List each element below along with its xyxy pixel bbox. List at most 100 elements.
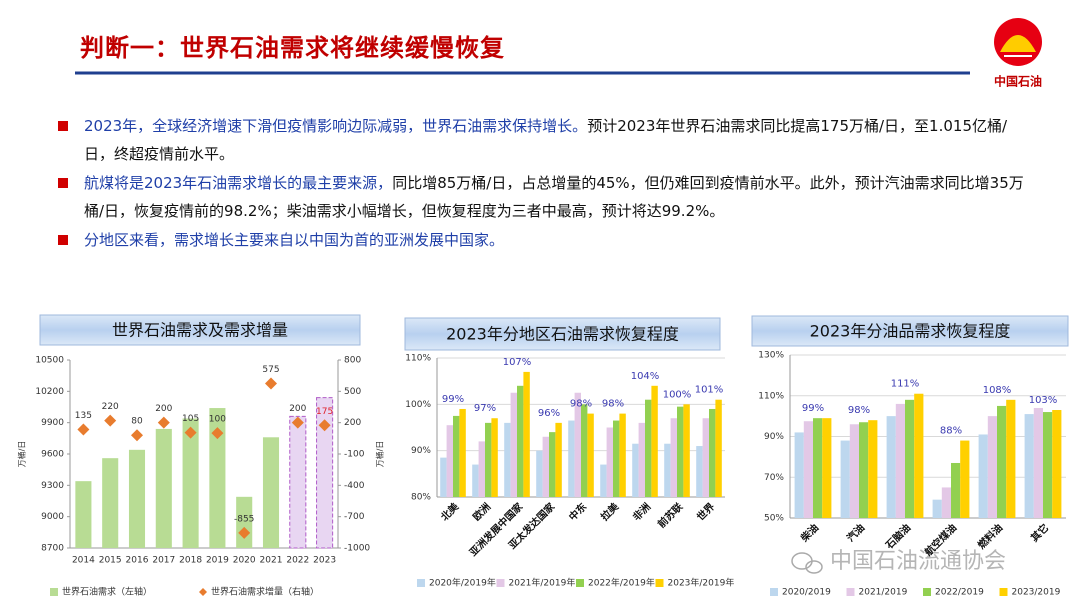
data-label: 100 — [209, 415, 226, 425]
bar — [440, 457, 447, 497]
y-tick-label: 70% — [764, 473, 784, 483]
y2-tick-label: -100 — [344, 450, 365, 460]
scatter-point — [238, 526, 251, 539]
bar — [606, 427, 613, 497]
legend-marker — [923, 588, 931, 596]
legend-marker — [50, 588, 58, 596]
scatter-point — [131, 429, 143, 442]
bar — [951, 462, 961, 518]
bullet: 航煤将是2023年石油需求增长的最主要来源，同比增85万桶/日，占总增量的45%… — [58, 169, 1034, 225]
data-label: 108% — [983, 385, 1012, 396]
bar — [182, 418, 199, 548]
x-tick-label: 北美 — [438, 499, 462, 523]
data-label: 88% — [940, 426, 962, 437]
x-tick-label: 汽油 — [844, 521, 867, 544]
bar — [709, 408, 716, 497]
logo — [994, 18, 1042, 66]
chart-title: 2023年分地区石油需求恢复程度 — [446, 325, 679, 344]
legend-marker — [655, 579, 664, 587]
bar — [209, 408, 226, 548]
data-label: 97% — [474, 403, 496, 414]
data-label: 175 — [316, 407, 333, 417]
x-tick-label: 2015 — [99, 556, 122, 566]
bar — [715, 399, 722, 497]
bar — [932, 499, 942, 518]
data-label: 98% — [570, 399, 592, 410]
x-tick-label: 亚洲发展中国家 — [467, 499, 526, 558]
y-tick-label: 90% — [764, 432, 784, 442]
legend-label: 2021年/2019年 — [509, 577, 576, 589]
bar — [523, 371, 530, 497]
slide-title: 判断一：世界石油需求将继续缓慢恢复 — [80, 34, 505, 62]
legend-label: 2020年/2019年 — [429, 577, 496, 589]
scatter-point — [265, 377, 277, 390]
bar — [794, 432, 804, 518]
bar — [600, 464, 607, 497]
data-label: 104% — [631, 371, 660, 382]
x-tick-label: 2018 — [179, 556, 202, 566]
y-tick-label: 9000 — [41, 512, 64, 522]
chart-title-box — [39, 314, 361, 346]
data-label: -855 — [234, 514, 254, 524]
bar — [581, 404, 588, 497]
bar — [813, 418, 823, 518]
bar — [568, 420, 575, 497]
bar — [840, 440, 850, 518]
x-tick-label: 2020 — [233, 556, 256, 566]
bar — [645, 399, 652, 497]
bullet-marker — [58, 178, 68, 188]
data-label: 111% — [891, 379, 920, 390]
bar — [549, 432, 556, 497]
legend-label: 世界石油需求（左轴） — [62, 586, 152, 598]
x-tick-label: 石脑油 — [882, 521, 913, 552]
bar — [638, 422, 645, 497]
bar — [803, 421, 813, 518]
bullet-marker — [58, 235, 68, 245]
y-tick-label: 80% — [411, 493, 431, 503]
x-tick-label: 2019 — [206, 556, 229, 566]
bar — [1043, 412, 1053, 518]
y-tick-label: 130% — [758, 351, 784, 361]
y-tick-label: 8700 — [41, 544, 64, 554]
data-label: 100% — [663, 389, 692, 400]
bullet: 分地区来看，需求增长主要来自以中国为首的亚洲发展中国家。 — [58, 226, 1034, 254]
bar — [683, 404, 690, 497]
y-axis-label: 万桶/日 — [17, 441, 27, 468]
x-tick-label: 2023 — [313, 556, 336, 566]
y-tick-label: 110% — [405, 354, 431, 364]
x-tick-label: 世界 — [694, 500, 717, 523]
bar — [997, 405, 1007, 518]
bar — [485, 422, 492, 497]
bar — [613, 420, 620, 497]
y-tick-label: 9300 — [41, 481, 64, 491]
y-tick-label: 90% — [411, 446, 431, 456]
bullet-text: 预计2023年世界石油需求同比提高175万桶/日，至1.015亿桶/日，终超疫情… — [84, 117, 1008, 163]
legend-marker — [846, 588, 855, 596]
bar — [316, 397, 334, 549]
scatter-point — [157, 416, 170, 429]
bar — [670, 418, 677, 497]
bullet-text: 同比增85万桶/日，占总增量的45%，但仍难回到疫情前水平。此外，预计汽油需求同… — [84, 174, 1024, 220]
bullet-highlight: 航煤将是2023年石油需求增长的最主要来源， — [84, 174, 393, 192]
bar — [542, 436, 549, 497]
bar — [536, 450, 543, 497]
bar — [128, 449, 146, 548]
data-label: 107% — [503, 357, 532, 368]
bar — [504, 422, 511, 497]
bar — [75, 481, 92, 548]
y2-tick-label: 500 — [344, 387, 361, 397]
data-label: 220 — [102, 402, 119, 412]
bar — [677, 406, 684, 497]
x-tick-label: 非洲 — [630, 500, 653, 523]
scatter-point — [104, 414, 117, 427]
bar — [510, 392, 517, 497]
scatter-point — [318, 419, 331, 432]
data-label: 575 — [262, 365, 279, 375]
y2-tick-label: -1000 — [344, 544, 370, 554]
bar — [262, 437, 280, 548]
scatter-point — [184, 426, 197, 439]
bar — [886, 416, 896, 518]
bar — [1024, 414, 1034, 518]
y-tick-label: 10500 — [35, 356, 64, 366]
bar — [555, 422, 562, 497]
